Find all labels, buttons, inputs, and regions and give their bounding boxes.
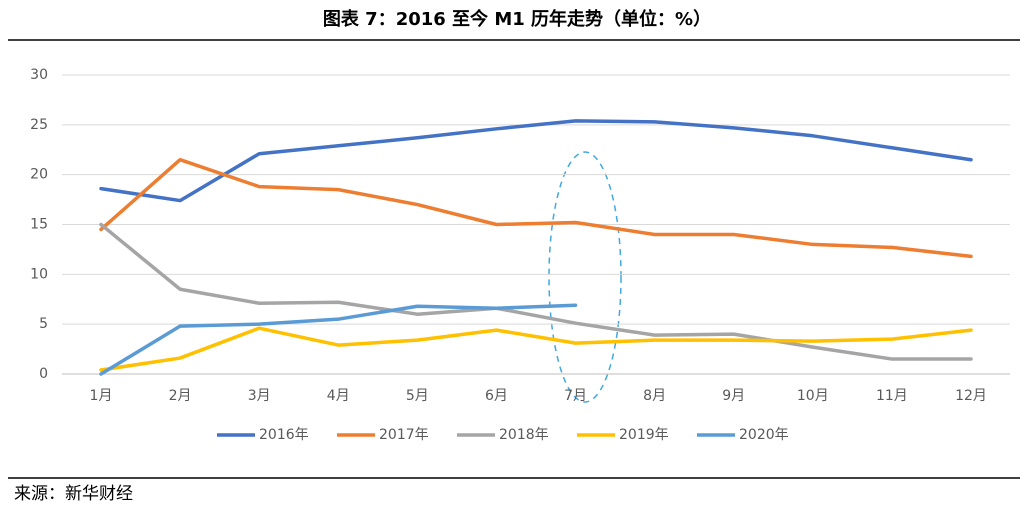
chart-title: 图表 7：2016 至今 M1 历年走势（单位：%） [323, 8, 711, 30]
x-tick-label: 5月 [406, 388, 429, 404]
y-tick-label: 15 [30, 217, 48, 233]
source: 来源：新华财经 [14, 484, 133, 504]
y-tick-label: 0 [39, 366, 48, 382]
legend-label: 2019年 [619, 427, 669, 443]
line-series [99, 222, 973, 361]
y-tick-label: 30 [30, 67, 48, 83]
x-tick-label: 10月 [797, 388, 829, 404]
x-tick-label: 12月 [955, 388, 987, 404]
x-tick-label: 9月 [722, 388, 745, 404]
legend-label: 2016年 [259, 427, 309, 443]
y-tick-label: 5 [39, 316, 48, 332]
line-series [99, 326, 973, 372]
x-tick-label: 8月 [643, 388, 666, 404]
x-tick-label: 4月 [327, 388, 350, 404]
x-tick-label: 11月 [876, 388, 908, 404]
highlight-ellipse [548, 151, 622, 403]
legend-label: 2017年 [379, 427, 429, 443]
x-tick-label: 6月 [485, 388, 508, 404]
x-tick-label: 7月 [564, 388, 587, 404]
y-tick-label: 10 [30, 266, 48, 282]
line-series [99, 157, 973, 259]
y-tick-label: 25 [30, 117, 48, 133]
y-tick-label: 20 [30, 167, 48, 183]
line-series [99, 119, 973, 203]
legend-label: 2020年 [739, 427, 789, 443]
x-tick-label: 3月 [248, 388, 271, 404]
legend-label: 2018年 [499, 427, 549, 443]
x-tick-label: 2月 [169, 388, 192, 404]
x-tick-label: 1月 [90, 388, 113, 404]
line-series [99, 303, 578, 376]
